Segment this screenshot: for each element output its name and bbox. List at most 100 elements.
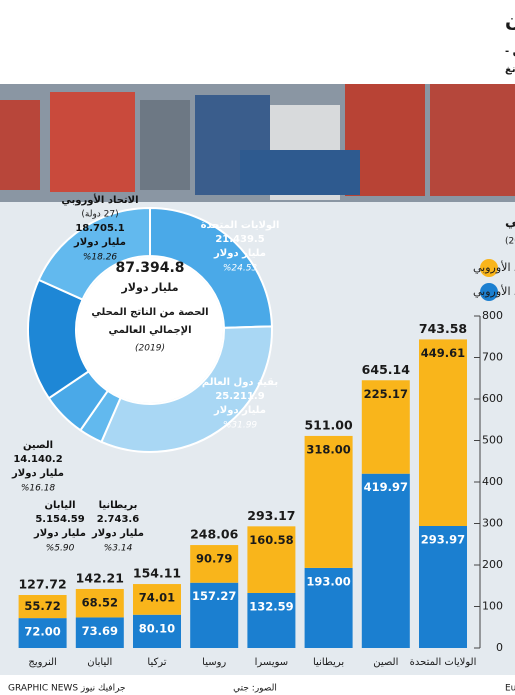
container <box>430 84 515 196</box>
bar-total-label: 142.21 <box>76 570 124 585</box>
bar-segment <box>190 582 239 648</box>
pie-percent: %18.26 <box>83 253 118 263</box>
y-tick-label: 500 <box>482 434 503 447</box>
y-tick-label: 300 <box>482 517 503 530</box>
pie-segment <box>100 325 273 453</box>
pie-unit: مليار دولار <box>213 405 266 416</box>
x-tick-label: سويسرا <box>255 657 289 668</box>
x-tick-label: روسيا <box>202 657 226 668</box>
bar-segment <box>133 614 181 648</box>
bar-value-label: 73.69 <box>82 624 118 638</box>
bar-segment <box>304 435 353 568</box>
pie-center-text: مليار دولار <box>120 281 178 294</box>
bar-subtitle: (مليار يورو، 2019) <box>505 237 515 247</box>
bar-value-label: 90.79 <box>196 552 232 566</box>
legend-swatch <box>480 259 498 277</box>
bar-segment <box>419 526 467 648</box>
pie-unit: مليار دولار <box>11 468 64 479</box>
bar-value-label: 72.00 <box>24 625 60 639</box>
bar-total-label: 645.14 <box>362 362 411 377</box>
x-tick-label: الولايات المتحدة <box>410 657 477 668</box>
bar-segment <box>361 380 410 474</box>
bar-segment <box>133 584 181 615</box>
bar-value-label: 132.59 <box>249 599 293 613</box>
legend-label: صادرات من الاتحاد الأوروبي <box>473 260 515 274</box>
pie-amount: 18.705.1 <box>75 223 124 234</box>
pie-percent: %16.18 <box>21 484 56 494</box>
source: المصدر: Eurostat, IMF, Bloomberg, ECFR <box>505 684 515 694</box>
pie-amount: 25.211.9 <box>215 391 264 402</box>
bar-segment <box>18 594 67 619</box>
pie-hole <box>77 257 223 403</box>
x-tick-label: النرويج <box>28 657 56 668</box>
bar-value-label: 74.01 <box>139 591 175 605</box>
bar-value-label: 449.61 <box>421 346 465 360</box>
pie-unit: مليار دولار <box>91 528 144 539</box>
bar-total-label: 293.17 <box>247 508 295 523</box>
pie-label: الصين <box>23 440 53 451</box>
bar-segment <box>304 567 353 648</box>
pie-label: اليابان <box>44 500 75 511</box>
bar-value-label: 293.97 <box>421 533 465 547</box>
bar-total-label: 743.58 <box>419 321 467 336</box>
pie-percent: %24.53 <box>223 264 258 274</box>
bar-value-label: 55.72 <box>24 599 60 613</box>
pie-amount: 21.439.5 <box>215 234 264 245</box>
pie-percent: %3.14 <box>104 544 133 554</box>
y-tick-label: 800 <box>482 309 503 322</box>
bar-segment <box>190 545 239 583</box>
bar-value-label: 318.00 <box>306 442 350 456</box>
pie-center-text: الحصة من الناتج المحلي <box>91 307 208 318</box>
pie-label: الولايات المتحدة <box>201 220 280 231</box>
x-tick-label: بريطانيا <box>313 657 344 668</box>
subtitle: يتعرض الاتحاد الأوروبي لضغوط شديدة لاختي… <box>505 44 515 57</box>
bar-total-label: 127.72 <box>18 576 66 591</box>
y-tick-label: 0 <box>496 641 503 654</box>
bar-value-label: 160.58 <box>249 533 293 547</box>
y-tick-label: 200 <box>482 558 503 571</box>
y-tick-label: 700 <box>482 351 503 364</box>
y-tick-label: 600 <box>482 392 503 405</box>
pie-label: الاتحاد الأوروبي <box>61 193 138 206</box>
bar-segment <box>419 339 467 527</box>
container <box>240 150 360 195</box>
photo-credit: الصور: جتي <box>233 684 277 694</box>
bar-total-label: 511.00 <box>304 417 353 432</box>
pie-center-text: 87.394.8 <box>115 260 184 276</box>
bar-segment <box>247 592 296 648</box>
container <box>140 100 190 190</box>
pie-amount: 5.154.59 <box>35 514 84 525</box>
pie-center-text: (2019) <box>135 344 165 354</box>
bar-segment <box>247 526 296 593</box>
x-tick-label: الصين <box>373 657 398 668</box>
pie-unit: مليار دولار <box>33 528 86 539</box>
x-tick-label: اليابان <box>87 657 112 668</box>
bar-value-label: 68.52 <box>82 595 118 609</box>
y-tick-label: 100 <box>482 600 503 613</box>
bar-value-label: 80.10 <box>139 621 175 635</box>
x-tick-label: تركيا <box>147 657 166 668</box>
pie-amount: 14.140.2 <box>13 454 62 465</box>
container <box>0 100 40 190</box>
pie-percent: %5.90 <box>46 544 75 554</box>
bar-segment <box>361 473 410 648</box>
pie-label: بقية دول العالم <box>202 377 278 388</box>
pie-unit: مليار دولار <box>73 237 126 248</box>
pie-note: (27 دولة) <box>81 210 118 220</box>
pie-segment <box>149 206 273 329</box>
pie-center-text: الإجمالي العالمي <box>108 325 191 336</box>
bar-value-label: 193.00 <box>306 574 350 588</box>
bar-value-label: 419.97 <box>364 480 408 494</box>
y-tick-label: 400 <box>482 475 503 488</box>
bar-value-label: 225.17 <box>364 387 408 401</box>
container <box>50 92 135 192</box>
bar-segment <box>75 617 124 648</box>
legend-swatch <box>480 283 498 301</box>
pie-label: بريطانيا <box>99 500 138 511</box>
legend-label: واردات إلى الاتحاد الأوروبي <box>473 284 515 298</box>
subtitle: بشأن قرار بكين إقرار قوانين الأمن القومي… <box>505 62 515 75</box>
bar-total-label: 154.11 <box>133 566 181 581</box>
bar-segment <box>75 588 124 618</box>
pie-unit: مليار دولار <box>213 248 266 259</box>
